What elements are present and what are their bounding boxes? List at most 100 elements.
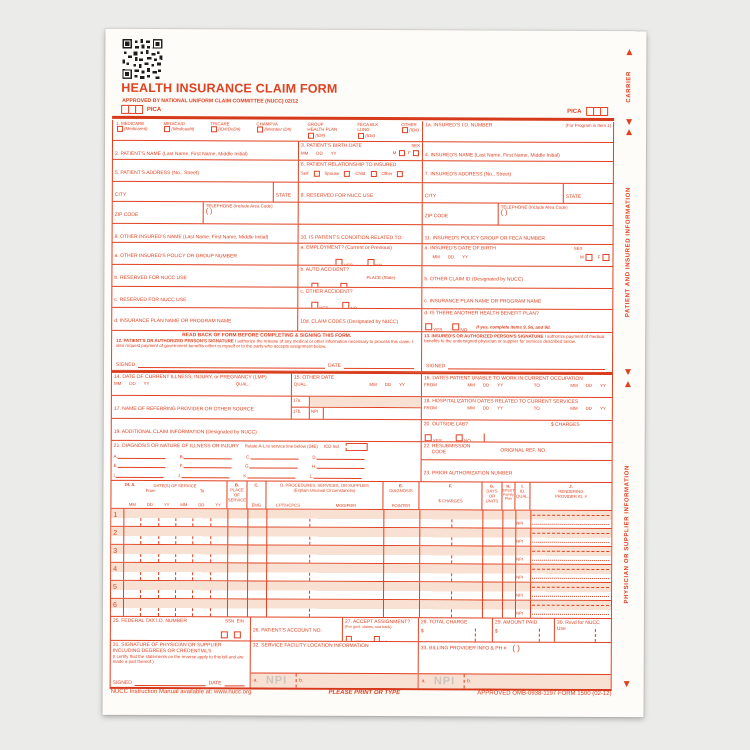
box-9b: b. RESERVED FOR NUCC USE (112, 264, 299, 287)
checkbox (370, 170, 377, 178)
checkbox (402, 127, 409, 134)
checkbox (398, 150, 405, 157)
checkbox (313, 170, 320, 177)
npi-watermark: NPI (433, 675, 456, 688)
service-line-row: 5 NPI (111, 580, 612, 602)
npi-watermark: NPI (265, 674, 288, 687)
checkbox (340, 282, 348, 288)
arrow-down-icon (624, 369, 632, 376)
box-25-federal-tax-id: 25. FEDERAL TAX I.D. NUMBER SSN EIN (110, 616, 251, 641)
checkbox (308, 132, 315, 139)
box-26-account-no: 26. PATIENT'S ACCOUNT NO. (250, 617, 343, 641)
arrow-up-icon (626, 129, 633, 136)
service-line-row: 3 NPI (111, 544, 612, 566)
checkbox (257, 126, 264, 133)
checkbox (220, 631, 228, 639)
box-11a-birth-sex: a. INSURED'S DATE OF BIRTH SEX MM DD YY M F (422, 244, 612, 266)
insured-phone: TELEPHONE (Include Area Code)( ) (500, 204, 568, 217)
checkbox (344, 170, 351, 177)
box-16-unable-to-work: 16. DATES PATIENT UNABLE TO WORK IN CURR… (423, 375, 606, 389)
box-4-insured-name: 4. INSURED'S NAME (Last Name, First Name… (424, 152, 560, 159)
box-11d-other-plan: d. IS THERE ANOTHER HEALTH BENEFIT PLAN?… (424, 310, 551, 333)
checkbox (452, 323, 460, 331)
checkbox (367, 259, 375, 266)
checkbox (425, 323, 433, 331)
box-32-npi-band: a. NPI b. (250, 672, 418, 689)
box-2-patient-name: 2. PATIENT'S NAME (Last Name, First Name… (112, 140, 300, 160)
band-divider (295, 673, 297, 688)
insured-city: CITY (422, 183, 564, 203)
qr-code-icon (122, 38, 163, 80)
box-32-service-facility: 32. SERVICE FACILITY LOCATION INFORMATIO… (250, 641, 419, 689)
checkbox (585, 253, 593, 261)
box-17ab-npi: 17a. 17b. NPI (291, 396, 422, 420)
box-10d-claim-codes: 10d. CLAIM CODES (Designated by NUCC) (298, 308, 423, 332)
box-9d: d. INSURANCE PLAN NAME OR PROGRAM NAME (112, 307, 299, 331)
signature-line (134, 679, 206, 687)
checkbox (117, 126, 124, 133)
box-31-physician-signature: 31. SIGNATURE OF PHYSICIAN OR SUPPLIER I… (110, 640, 251, 688)
checkbox (233, 631, 241, 639)
box-10c-other-accident: c. OTHER ACCIDENT? YES NO (298, 287, 423, 309)
checkbox (455, 434, 463, 442)
box-9a: a. OTHER INSURED'S POLICY OR GROUP NUMBE… (112, 242, 299, 265)
box-5-patient-address: 5. PATIENT'S ADDRESS (No., Street) (112, 159, 299, 182)
box-30-reserved: 30. Rsvd for NUCC Use (555, 619, 611, 642)
box-22-23: 22. RESUBMISSION CODE ORIGINAL REF. NO. 2… (421, 442, 612, 482)
box-9c: c. RESERVED FOR NUCC USE (112, 286, 299, 308)
box-28-total-charge: 28. TOTAL CHARGE $ (418, 618, 493, 642)
box-8-reserved: 8. RESERVED FOR NUCC USE (298, 182, 423, 203)
checkbox (311, 301, 319, 309)
box-6-relationship: 6. PATIENT RELATIONSHIP TO INSURED Self … (298, 160, 423, 183)
carrier-sidebar: CARRIER (622, 49, 636, 126)
checkbox (345, 636, 352, 642)
box-7-insured-address: 7. INSURED'S ADDRESS (No., Street) (424, 171, 512, 178)
band-divider (463, 674, 465, 689)
checkbox (358, 132, 365, 139)
footer-omb-approval: APPROVED OMB-0938-1197 FORM 1500 (02-12) (477, 690, 612, 698)
box-33-billing-provider: 33. BILLING PROVIDER INFO & PH #( ) a. N… (418, 642, 611, 690)
arrow-down-icon (626, 119, 633, 126)
checkbox (424, 434, 432, 442)
box-29-amount-paid: 29. AMOUNT PAID $ (492, 618, 555, 642)
form-grid: 1. MEDICARE (Medicare#) MEDICAID (Medicaid… (109, 119, 615, 692)
insured-state: STATE (565, 193, 582, 200)
box-33-npi-band: a. NPI b. (418, 673, 611, 690)
signature-line (448, 363, 606, 371)
checkbox (164, 126, 171, 133)
arrow-up-icon (624, 381, 631, 388)
service-line-row: 4 NPI (111, 562, 612, 584)
service-line-row: 1 NPI (111, 508, 612, 530)
box-1a-insured-id: 1a. INSURED'S I.D. NUMBER (For Program in… (425, 122, 612, 129)
box-11c-plan-name: c. INSURANCE PLAN NAME OR PROGRAM NAME (424, 298, 542, 305)
date-line (224, 680, 245, 687)
form-footer: NUCC Instruction Manual available at: ww… (111, 689, 612, 697)
box-10a-employment: a. EMPLOYMENT? (Current or Previous) YES… (298, 243, 423, 266)
checkbox (211, 126, 218, 133)
box-11b-other-claim: b. OTHER CLAIM ID (Designated by NUCC) (424, 276, 524, 283)
box-8-reserved-cont (298, 202, 423, 225)
patient-zip: ZIP CODE (112, 201, 204, 224)
box-13-insured-signature: 13. INSURED'S OR AUTHORIZED PERSON'S SIG… (424, 333, 606, 371)
box-1-payer-type: 1. MEDICARE (Medicare#) MEDICAID (Medicaid… (113, 119, 424, 142)
pica-label-left: PICA (146, 107, 162, 114)
box-20-outside-lab: 20. OUTSIDE LAB? $ CHARGES YES NO (423, 421, 580, 443)
patient-state: STATE (273, 182, 299, 202)
physician-supplier-sidebar: PHYSICIAN OR SUPPLIER INFORMATION (620, 381, 635, 688)
checkbox (311, 282, 319, 288)
patient-city: CITY (112, 181, 274, 202)
patient-phone: TELEPHONE (Include Area Code)( ) (203, 202, 299, 224)
checkbox (374, 636, 381, 642)
box-11-policy-group: 11. INSURED'S POLICY GROUP OR FECA NUMBE… (424, 235, 546, 242)
box-18-hospitalization: 18. HOSPITALIZATION DATES RELATED TO CUR… (423, 398, 606, 412)
box-10b-auto-accident: b. AUTO ACCIDENT? YES NO PLACE (State) (298, 265, 423, 288)
claim-form-page: HEALTH INSURANCE CLAIM FORM APPROVED BY … (102, 28, 647, 718)
box-19-additional-claim: 19. ADDITIONAL CLAIM INFORMATION (Design… (111, 418, 422, 442)
date-line (344, 362, 415, 370)
box-14-current-illness: 14. DATE OF CURRENT ILLNESS, INJURY, or … (111, 372, 292, 396)
box-27-accept-assignment: 27. ACCEPT ASSIGNMENT? (For govt. claims… (342, 617, 419, 642)
service-table-header: 24. A. DATE(S) OF SERVICE From To MM DD YY … (111, 480, 612, 512)
box-17-referring-provider: 17. NAME OF REFERRING PROVIDER OR OTHER … (111, 395, 292, 419)
service-line-row: 6 NPI (110, 598, 612, 620)
